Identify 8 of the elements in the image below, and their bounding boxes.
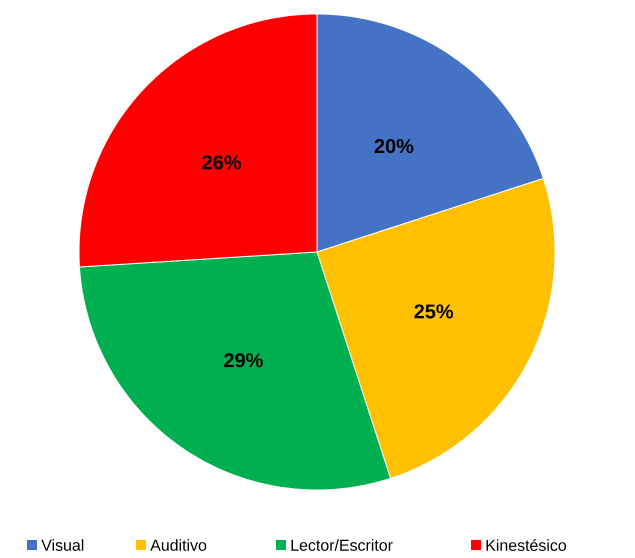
data-label: 20% <box>374 139 414 154</box>
data-label: 25% <box>414 304 454 318</box>
legend-label: Lector/Escritor <box>292 539 393 551</box>
legend-label: Kinestésico <box>486 539 566 551</box>
data-label: 26% <box>202 155 241 170</box>
legend-label: Auditivo <box>150 539 206 551</box>
data-label: 29% <box>224 353 263 368</box>
legend-label: Visual <box>41 539 84 551</box>
